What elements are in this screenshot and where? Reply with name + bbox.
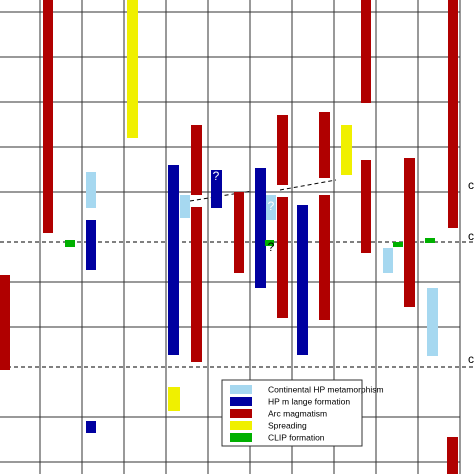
legend-swatch [230, 385, 252, 394]
legend-label: Spreading [268, 420, 307, 430]
legend-label: Continental HP metamorphism [268, 384, 384, 394]
question-mark: ? [268, 199, 275, 213]
legend: Continental HP metamorphism HP m lange fo… [221, 379, 384, 447]
legend-label: Arc magmatism [268, 408, 327, 418]
edge-label: c [468, 229, 474, 243]
legend-swatch [230, 421, 252, 430]
legend-swatch [230, 433, 252, 442]
legend-swatch [230, 397, 252, 406]
question-mark: ? [268, 240, 275, 254]
legend-label: CLIP formation [268, 432, 325, 442]
question-mark: ? [213, 169, 220, 183]
edge-label: c [468, 352, 474, 366]
legend-label: HP m lange formation [268, 396, 350, 406]
legend-swatch [230, 409, 252, 418]
edge-label: c [468, 178, 474, 192]
bars [0, 0, 458, 474]
